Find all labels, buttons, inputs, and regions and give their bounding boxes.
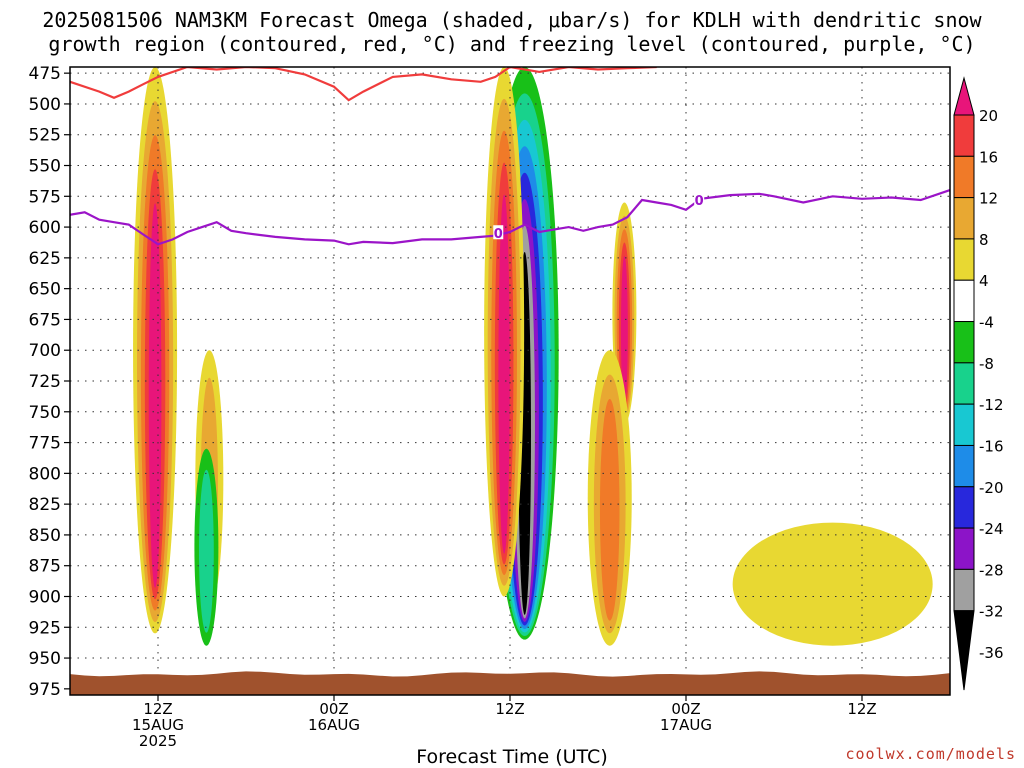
colorbar-label-3: 8 (979, 231, 989, 249)
colorbar-label-11: -28 (979, 561, 1004, 579)
colorbar-label-6: -8 (979, 355, 994, 373)
colorbar-seg-8 (953, 403, 975, 446)
colorbar-label-0: 20 (979, 107, 998, 125)
colorbar: 20 16 12 8 4 -4 -8 -12 -16 -20 -24 -28 -32 -36 (953, 76, 1004, 691)
omega-east-column-level-4 (620, 255, 628, 407)
y-axis: 475 500 525 550 575 600 625 650 675 700 725 750 775 8… (29, 64, 70, 700)
dendritic-contour (70, 67, 657, 102)
ytick-label-775: 775 (29, 434, 61, 454)
freezing-label-bg-0 (493, 225, 504, 240)
ytick-label-800: 800 (29, 464, 61, 484)
colorbar-bottom-arrow (953, 610, 975, 691)
ytick-label-575: 575 (29, 187, 61, 207)
ytick-label-600: 600 (29, 218, 61, 238)
freezing-label-bg-1 (694, 191, 705, 206)
omega-shading (133, 67, 933, 646)
xtick-label-18-0: 00Z (319, 700, 348, 718)
ytick-label-550: 550 (29, 157, 61, 177)
ytick-label-925: 925 (29, 618, 61, 638)
colorbar-seg-6 (953, 321, 975, 364)
ytick-label-725: 725 (29, 372, 61, 392)
ytick-label-475: 475 (29, 64, 61, 84)
omega-main-rise-west-level-4 (498, 194, 510, 554)
colorbar-seg-10 (953, 486, 975, 529)
ytick-label-900: 900 (29, 587, 61, 607)
xtick-label-30-0: 12Z (495, 700, 524, 718)
ground-fill (70, 671, 950, 695)
colorbar-label-9: -20 (979, 479, 1004, 497)
omega-early-green-level-1 (199, 469, 214, 633)
freezing-label-1: 0 (695, 194, 704, 209)
colorbar-label-7: -12 (979, 396, 1004, 414)
colorbar-label-13: -36 (979, 644, 1004, 662)
x-axis-title: Forecast Time (UTC) (416, 746, 608, 768)
xtick-label-42-1: 17AUG (660, 716, 712, 734)
chart-title-line2: growth region (contoured, red, °C) and f… (48, 32, 976, 56)
colorbar-label-1: 16 (979, 148, 998, 166)
ytick-label-750: 750 (29, 403, 61, 423)
xtick-label-6-1: 15AUG (132, 716, 184, 734)
omega-east-low-level-2 (599, 398, 620, 621)
xtick-label-6-0: 12Z (143, 700, 172, 718)
freezing-label-0: 0 (494, 227, 503, 242)
ytick-label-625: 625 (29, 249, 61, 269)
colorbar-label-10: -24 (979, 520, 1004, 538)
ytick-label-700: 700 (29, 341, 61, 361)
colorbar-seg-5 (953, 279, 975, 323)
xtick-label-18-1: 16AUG (308, 716, 360, 734)
xtick-label-6-2: 2025 (139, 732, 177, 750)
colorbar-seg-2 (953, 155, 975, 199)
xtick-label-42-0: 00Z (671, 700, 700, 718)
colorbar-seg-4 (953, 238, 975, 281)
colorbar-seg-7 (953, 362, 975, 405)
ytick-label-850: 850 (29, 526, 61, 546)
ytick-label-525: 525 (29, 126, 61, 146)
colorbar-label-2: 12 (979, 190, 998, 208)
colorbar-seg-11 (953, 527, 975, 570)
ground-terrain (70, 671, 950, 695)
ytick-label-975: 975 (29, 680, 61, 700)
ytick-label-950: 950 (29, 649, 61, 669)
ytick-label-675: 675 (29, 310, 61, 330)
colorbar-label-12: -32 (979, 603, 1004, 621)
xtick-label-54-0: 12Z (847, 700, 876, 718)
colorbar-seg-12 (953, 568, 975, 612)
colorbar-label-8: -16 (979, 437, 1004, 455)
omega-low-level-yellow-level-0 (732, 522, 933, 646)
omega-early-column-level-4 (148, 203, 162, 588)
credit-text: coolwx.com/models (845, 745, 1016, 763)
ytick-label-650: 650 (29, 280, 61, 300)
colorbar-top-arrow (953, 76, 975, 116)
colorbar-seg-9 (953, 444, 975, 488)
ytick-label-825: 825 (29, 495, 61, 515)
ytick-label-875: 875 (29, 557, 61, 577)
colorbar-label-4: 4 (979, 272, 989, 290)
colorbar-seg-3 (953, 197, 975, 240)
colorbar-seg-1 (953, 114, 975, 157)
ytick-label-500: 500 (29, 95, 61, 115)
contour-lines: 00 (70, 67, 950, 246)
chart-title-line1: 2025081506 NAM3KM Forecast Omega (shaded… (42, 8, 982, 32)
colorbar-label-5: -4 (979, 314, 994, 332)
